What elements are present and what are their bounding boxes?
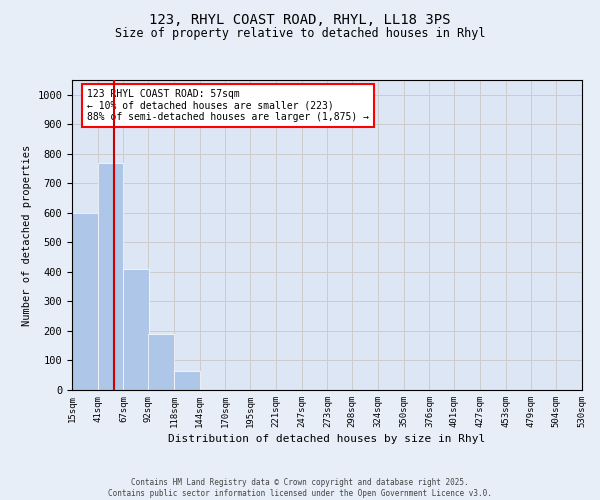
Bar xyxy=(72,213,98,390)
Text: Size of property relative to detached houses in Rhyl: Size of property relative to detached ho… xyxy=(115,28,485,40)
X-axis label: Distribution of detached houses by size in Rhyl: Distribution of detached houses by size … xyxy=(169,434,485,444)
Text: Contains HM Land Registry data © Crown copyright and database right 2025.
Contai: Contains HM Land Registry data © Crown c… xyxy=(108,478,492,498)
Bar xyxy=(124,269,149,390)
Bar xyxy=(174,371,200,390)
Text: 123 RHYL COAST ROAD: 57sqm
← 10% of detached houses are smaller (223)
88% of sem: 123 RHYL COAST ROAD: 57sqm ← 10% of deta… xyxy=(88,90,370,122)
Y-axis label: Number of detached properties: Number of detached properties xyxy=(22,144,32,326)
Bar xyxy=(148,334,174,390)
Text: 123, RHYL COAST ROAD, RHYL, LL18 3PS: 123, RHYL COAST ROAD, RHYL, LL18 3PS xyxy=(149,12,451,26)
Bar xyxy=(98,162,124,390)
